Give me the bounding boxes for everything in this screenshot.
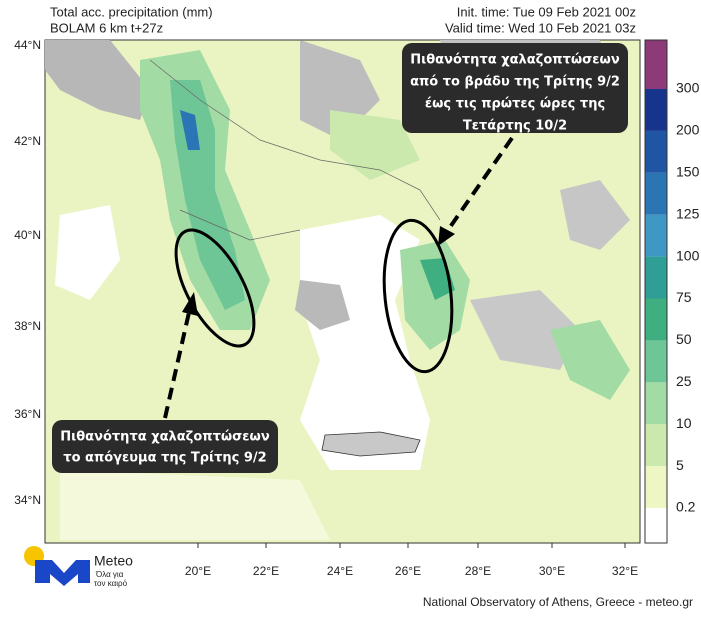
colorbar-segment <box>645 466 667 508</box>
colorbar-label: 0.2 <box>676 499 696 515</box>
note-box <box>402 43 628 133</box>
colorbar-segment <box>645 256 667 299</box>
dry-land <box>45 40 150 120</box>
colorbar-segment <box>645 130 667 173</box>
lon-label: 22°E <box>253 564 279 578</box>
valid-time: Valid time: Wed 10 Feb 2021 03z <box>445 20 636 35</box>
lon-label: 26°E <box>395 564 421 578</box>
note-text: έως τις πρώτες ώρες της <box>425 97 605 112</box>
colorbar-label: 10 <box>676 415 692 431</box>
logo-name: Meteo <box>94 553 133 569</box>
note-box <box>52 420 278 473</box>
note-text: Τετάρτης 10/2 <box>463 119 567 134</box>
colorbar-label: 200 <box>676 122 700 138</box>
border <box>149 59 441 241</box>
lat-label: 34°N <box>14 493 41 507</box>
colorbar-segment <box>645 508 667 543</box>
lon-label: 30°E <box>539 564 565 578</box>
lat-label: 36°N <box>14 407 41 421</box>
arrowhead <box>182 292 198 316</box>
colorbar-segment <box>645 89 667 131</box>
footer: National Observatory of Athens, Greece -… <box>423 595 693 609</box>
colorbar-label: 125 <box>676 205 700 221</box>
colorbar-label: 5 <box>676 457 684 473</box>
colorbar-label: 75 <box>676 289 692 305</box>
colorbar-label: 150 <box>676 164 700 180</box>
note-text: το απόγευμα της Τρίτης 9/2 <box>63 451 266 466</box>
precip-5 <box>330 110 420 180</box>
colorbar-segment <box>645 424 667 467</box>
colorbar-segment <box>645 214 667 257</box>
crete <box>321 431 421 457</box>
ellipse <box>382 218 454 374</box>
colorbar-segment <box>645 298 667 341</box>
precip-150 <box>180 110 200 150</box>
dry-land <box>295 280 350 330</box>
colorbar-frame <box>644 39 668 544</box>
colorbar-label: 25 <box>676 373 692 389</box>
init-time: Init. time: Tue 09 Feb 2021 00z <box>457 4 636 19</box>
note-text: από το βράδυ της Τρίτης 9/2 <box>410 75 620 90</box>
colorbar-label: 300 <box>676 80 700 96</box>
colorbar-segment <box>645 40 667 89</box>
title: Total acc. precipitation (mm) <box>50 4 213 19</box>
note-text: Πιθανότητα χαλαζοπτώσεων <box>60 430 270 445</box>
lon-label: 32°E <box>612 564 638 578</box>
logo-mark <box>35 560 90 586</box>
lon-label: 20°E <box>185 564 211 578</box>
sea <box>60 470 330 540</box>
dry-land <box>560 180 630 250</box>
lat-label: 42°N <box>14 134 41 148</box>
colorbar-segment <box>645 382 667 425</box>
annotation-marks <box>52 43 628 473</box>
aegean <box>300 215 430 470</box>
colorbar: 0.2 5 10 25 50 75 100 125 150 200 300 <box>644 39 700 544</box>
lat-label: 44°N <box>14 38 41 52</box>
lat-label: 40°N <box>14 228 41 242</box>
note-text: Πιθανότητα χαλαζοπτώσεων <box>410 53 620 68</box>
colorbar-label: 50 <box>676 331 692 347</box>
logo-tagline: τον καιρό <box>94 579 128 588</box>
colorbar-segment <box>645 340 667 383</box>
colorbar-segment <box>645 172 667 215</box>
precip-10 <box>550 320 630 400</box>
model: BOLAM 6 km t+27z <box>50 20 163 35</box>
lon-label: 24°E <box>327 564 353 578</box>
colorbar-label: 100 <box>676 247 700 263</box>
sea <box>55 205 120 300</box>
lat-label: 38°N <box>14 319 41 333</box>
lon-label: 28°E <box>465 564 491 578</box>
arrowhead <box>438 226 455 246</box>
logo-tagline: Όλα για <box>95 570 124 579</box>
dry-land <box>470 290 580 370</box>
logo: Meteo Όλα για τον καιρό <box>24 546 133 588</box>
